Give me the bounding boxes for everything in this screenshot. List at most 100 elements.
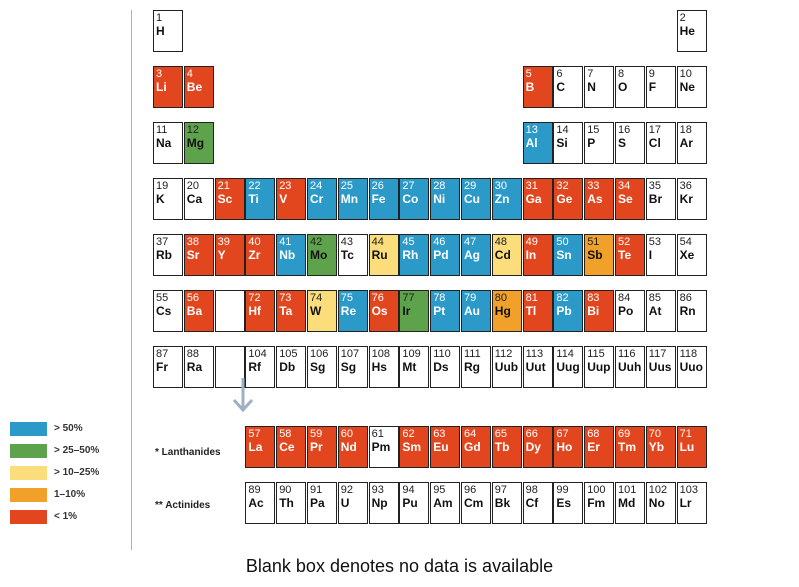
- element-symbol: Mt: [402, 360, 417, 374]
- element-symbol: Hf: [248, 304, 262, 318]
- atomic-number: 27: [402, 180, 415, 192]
- atomic-number: 23: [279, 180, 292, 192]
- element-cell-eu: 63 Eu: [430, 426, 461, 468]
- atomic-number: 5: [525, 68, 532, 80]
- element-symbol: Tm: [618, 440, 636, 454]
- element-symbol: Ba: [186, 304, 203, 318]
- atomic-number: 35: [648, 180, 662, 192]
- atomic-number: 6: [556, 68, 563, 80]
- atomic-number: 44: [371, 236, 384, 248]
- element-symbol: Cs: [156, 304, 172, 318]
- atomic-number: 53: [648, 236, 662, 248]
- atomic-number: 99: [556, 484, 569, 496]
- atomic-number: 89: [248, 484, 261, 496]
- element-symbol: As: [587, 192, 603, 206]
- atomic-number: 39: [217, 236, 230, 248]
- element-symbol: Rb: [156, 248, 172, 262]
- element-symbol: Kr: [679, 192, 693, 206]
- element-symbol: Y: [217, 248, 226, 262]
- atomic-number: 3: [156, 68, 163, 80]
- element-symbol: Bi: [587, 304, 600, 318]
- atomic-number: 55: [156, 292, 169, 304]
- element-symbol: Uuo: [679, 360, 703, 374]
- element-symbol: Sn: [556, 248, 572, 262]
- element-symbol: Ag: [464, 248, 480, 262]
- element-cell-pa: 91 Pa: [307, 482, 337, 524]
- element-symbol: Yb: [648, 440, 665, 454]
- element-cell-gd: 64 Gd: [461, 426, 491, 468]
- atomic-number: 41: [279, 236, 292, 248]
- element-symbol: Ge: [556, 192, 573, 206]
- atomic-number: 101: [618, 484, 637, 496]
- element-symbol: Hg: [494, 304, 511, 318]
- element-symbol: Lu: [679, 440, 695, 454]
- element-symbol: Uup: [587, 360, 611, 374]
- element-cell-np: 93 Np: [368, 482, 399, 524]
- element-symbol: Br: [648, 192, 663, 206]
- atomic-number: 115: [587, 348, 605, 360]
- element-cell-zn: 30 Zn: [491, 178, 522, 220]
- atomic-number: 87: [156, 348, 169, 360]
- element-cell-ar: 18 Ar: [676, 122, 707, 164]
- element-cell-dy: 66 Dy: [522, 426, 553, 468]
- atomic-number: 47: [464, 236, 477, 248]
- atomic-number: 105: [279, 348, 298, 360]
- atomic-number: 21: [217, 180, 230, 192]
- element-cell-ta: 73 Ta: [276, 290, 307, 332]
- element-symbol: Re: [340, 304, 357, 318]
- element-symbol: Pa: [310, 496, 325, 510]
- element-cell-v: 23 V: [276, 178, 307, 220]
- element-symbol: Tc: [340, 248, 354, 262]
- element-cell-sr: 38 Sr: [183, 234, 214, 276]
- element-symbol: F: [648, 80, 657, 94]
- atomic-number: 38: [186, 236, 200, 248]
- element-symbol: Mn: [340, 192, 359, 206]
- element-symbol: Np: [371, 496, 388, 510]
- atomic-number: 78: [433, 292, 446, 304]
- element-symbol: Ne: [679, 80, 695, 94]
- element-cell-cm: 96 Cm: [461, 482, 491, 524]
- element-cell-sg: 107 Sg: [337, 346, 368, 388]
- atomic-number: 111: [464, 348, 481, 360]
- element-cell-hs: 108 Hs: [368, 346, 399, 388]
- element-symbol: Sb: [587, 248, 603, 262]
- element-cell-os: 76 Os: [368, 290, 399, 332]
- element-symbol: Se: [618, 192, 633, 206]
- element-cell-ag: 47 Ag: [461, 234, 491, 276]
- element-symbol: Co: [402, 192, 419, 206]
- element-symbol: Rg: [464, 360, 480, 374]
- element-cell-hg: 80 Hg: [491, 290, 522, 332]
- atomic-number: 42: [310, 236, 323, 248]
- atomic-number: 100: [587, 484, 606, 496]
- element-cell-rh: 45 Rh: [399, 234, 430, 276]
- element-cell-w: 74 W: [307, 290, 337, 332]
- atomic-number: 65: [494, 428, 508, 440]
- element-symbol: Be: [186, 80, 203, 94]
- atomic-number: 98: [525, 484, 538, 496]
- element-symbol: Tb: [494, 440, 510, 454]
- element-cell-ac: 89 Ac: [245, 482, 276, 524]
- element-cell-nd: 60 Nd: [337, 426, 368, 468]
- element-cell-cf: 98 Cf: [522, 482, 553, 524]
- element-cell-co: 27 Co: [399, 178, 430, 220]
- element-cell-uug: 114 Uug: [553, 346, 584, 388]
- element-cell-cr: 24 Cr: [307, 178, 337, 220]
- atomic-number: 29: [464, 180, 477, 192]
- atomic-number: 64: [464, 428, 477, 440]
- element-cell-ds: 110 Ds: [430, 346, 461, 388]
- element-symbol: Mg: [186, 136, 205, 150]
- element-symbol: Ga: [525, 192, 542, 206]
- element-symbol: Bk: [494, 496, 511, 510]
- element-cell-nb: 41 Nb: [276, 234, 307, 276]
- element-symbol: Am: [433, 496, 453, 510]
- element-cell-kr: 36 Kr: [676, 178, 707, 220]
- element-symbol: Uut: [525, 360, 546, 374]
- element-symbol: Fr: [156, 360, 168, 374]
- element-cell-na: 11 Na: [153, 122, 183, 164]
- element-cell-sc: 21 Sc: [214, 178, 245, 220]
- actinides-label: ** Actinides: [155, 500, 211, 511]
- element-symbol: Uub: [494, 360, 519, 374]
- element-cell-fm: 100 Fm: [584, 482, 615, 524]
